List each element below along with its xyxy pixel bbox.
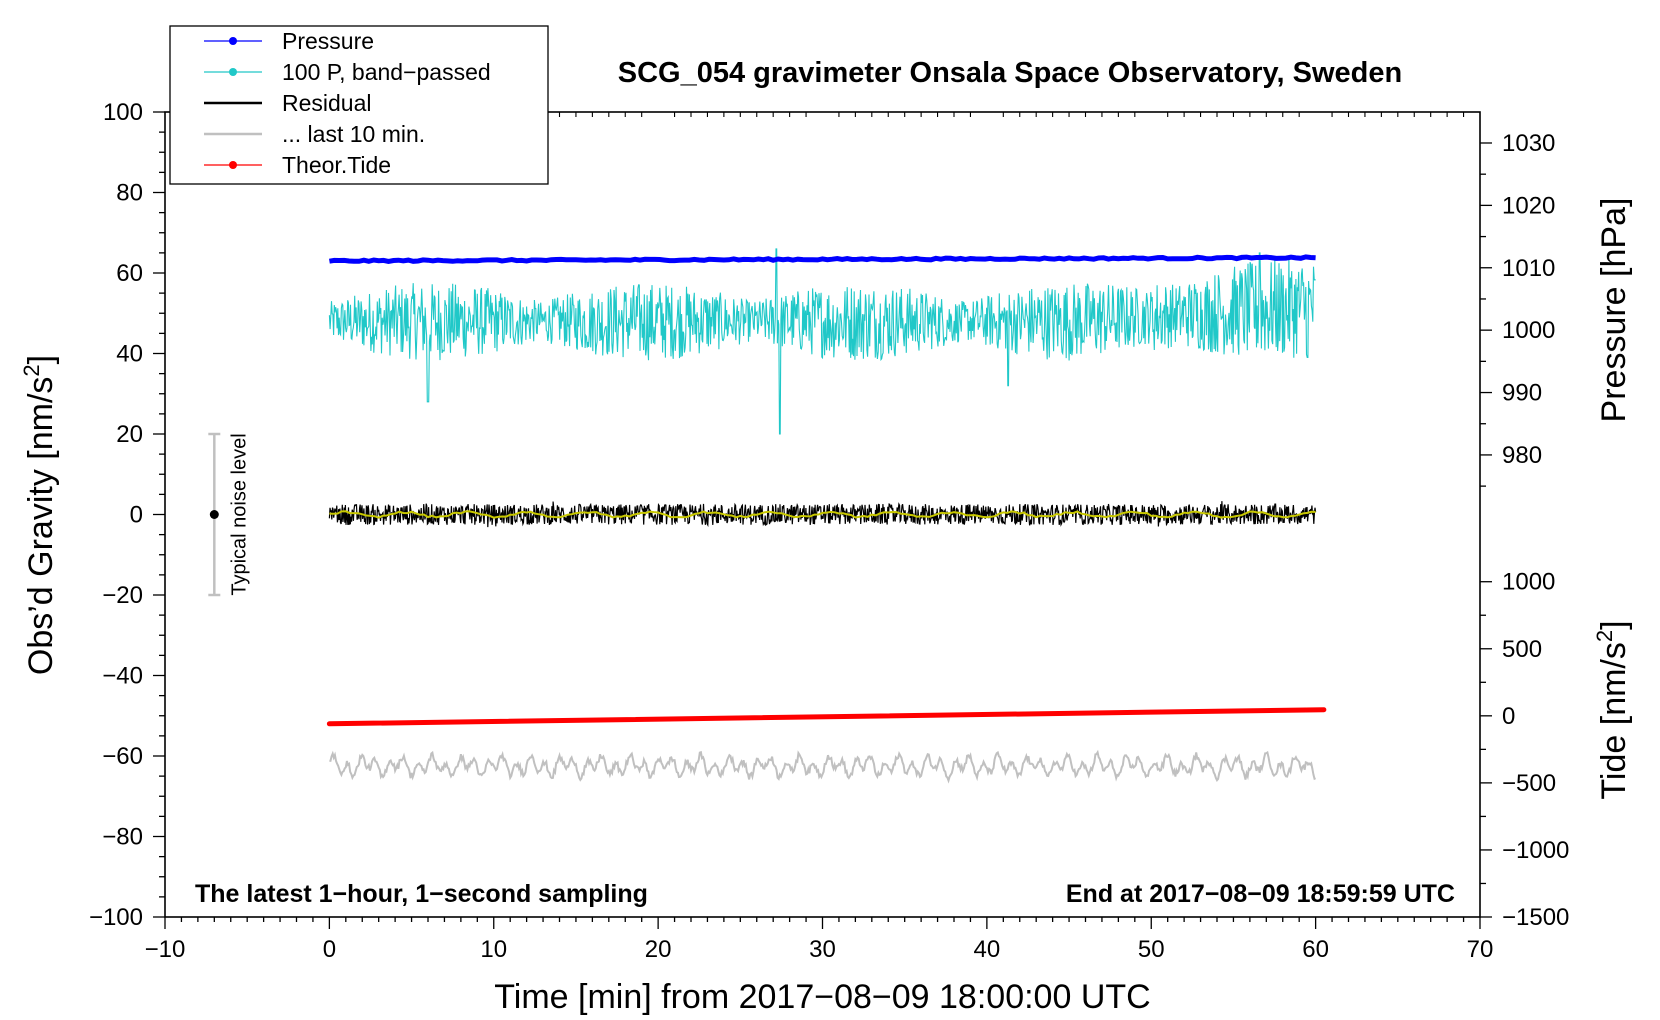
pressure-tick-label: 1030	[1502, 130, 1555, 157]
pressure-tick-label: 1020	[1502, 192, 1555, 219]
pressure-tick-label: 1000	[1502, 317, 1555, 344]
x-tick-label: −10	[145, 936, 186, 963]
y-tick-label: 20	[116, 421, 143, 448]
tide-tick-label: −1500	[1502, 904, 1569, 931]
legend-label: Theor.Tide	[282, 152, 391, 178]
y-axis-title-pressure: Pressure [hPa]	[1595, 198, 1633, 423]
y-tick-label: 60	[116, 260, 143, 287]
x-tick-label: 0	[323, 936, 336, 963]
x-tick-label: 10	[480, 936, 507, 963]
legend-swatch-marker	[229, 68, 237, 76]
x-tick-label: 70	[1467, 936, 1494, 963]
tide-tick-label: −500	[1502, 770, 1556, 797]
footer-left-note: The latest 1−hour, 1−second sampling	[195, 880, 648, 908]
y-axis-title-tide: Tide [nm/s2]	[1592, 620, 1633, 799]
y-axis-title-tide-sup: 2	[1592, 630, 1617, 642]
y-tick-label: 80	[116, 180, 143, 207]
x-tick-label: 60	[1302, 936, 1329, 963]
tide-tick-label: 500	[1502, 636, 1542, 663]
legend-swatch-marker	[229, 161, 237, 169]
y-tick-label: −100	[89, 904, 143, 931]
x-tick-label: 20	[645, 936, 672, 963]
y-tick-label: 100	[103, 99, 143, 126]
tide-tick-label: 1000	[1502, 569, 1555, 596]
plot-frame	[164, 111, 1481, 918]
legend-label: Residual	[282, 90, 372, 116]
series-band-passed-pressure	[328, 248, 1316, 435]
pressure-tick-label: 980	[1502, 442, 1542, 469]
noise-level-label: Typical noise level	[228, 433, 250, 595]
y-tick-label: 0	[130, 502, 143, 529]
y-axis-title-left: Obs’d Gravity [nm/s2]	[19, 355, 60, 675]
y-tick-label: 40	[116, 341, 143, 368]
x-tick-label: 50	[1138, 936, 1165, 963]
series-residual-smoothed	[329, 510, 1316, 519]
tide-tick-label: 0	[1502, 703, 1515, 730]
legend-swatch-marker	[229, 37, 237, 45]
series-theoretical-tide	[326, 707, 1327, 727]
x-axis-title: Time [min] from 2017−08−09 18:00:00 UTC	[494, 978, 1150, 1016]
y-tick-label: −60	[102, 743, 143, 770]
y-tick-label: −80	[102, 824, 143, 851]
y-axis-title-left-sup: 2	[19, 364, 44, 376]
y-axis-title-left-tail: ]	[22, 355, 60, 364]
y-axis-title-left-main: Obs’d Gravity [nm/s	[22, 377, 60, 676]
chart-title: SCG_054 gravimeter Onsala Space Observat…	[618, 57, 1402, 89]
legend-label: Pressure	[282, 28, 374, 54]
noise-level-center-dot	[209, 510, 219, 519]
x-tick-label: 40	[974, 936, 1001, 963]
y-tick-label: −40	[102, 663, 143, 690]
series-last-10-min	[329, 749, 1317, 784]
pressure-tick-label: 1010	[1502, 255, 1555, 282]
y-axis-title-tide-main: Tide [nm/s	[1595, 642, 1633, 799]
footer-right-note: End at 2017−08−09 18:59:59 UTC	[1066, 880, 1455, 908]
tide-tick-label: −1000	[1502, 837, 1569, 864]
series-residual	[328, 501, 1317, 528]
y-tick-label: −20	[102, 582, 143, 609]
legend-label: ... last 10 min.	[282, 121, 425, 147]
x-tick-label: 30	[809, 936, 836, 963]
legend-box	[169, 25, 549, 185]
series-pressure	[328, 254, 1316, 265]
y-axis-title-tide-tail: ]	[1595, 620, 1633, 629]
legend-label: 100 P, band−passed	[282, 59, 491, 85]
pressure-tick-label: 990	[1502, 380, 1542, 407]
